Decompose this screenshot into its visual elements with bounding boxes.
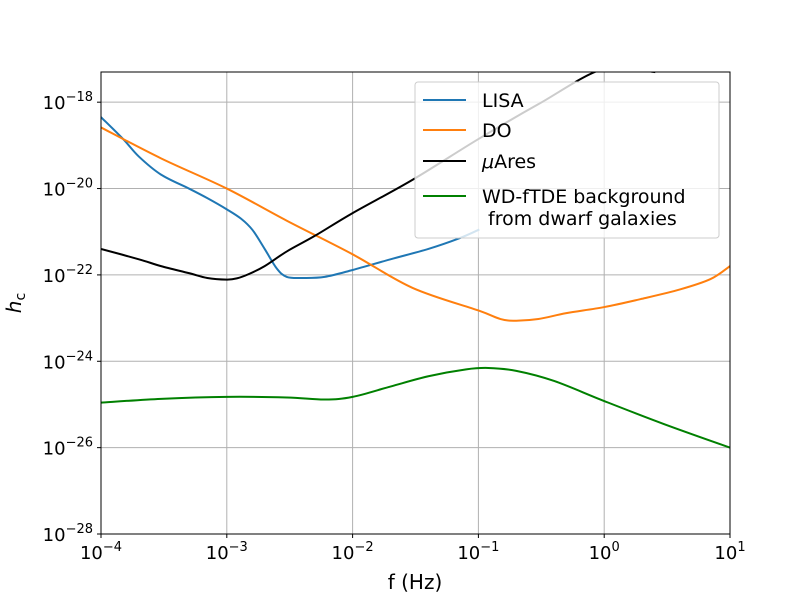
legend-box [414,81,720,239]
y-tick-label: 10−24 [43,349,93,373]
y-tick-label: 10−18 [43,90,93,114]
y-tick-label: 10−28 [43,522,93,546]
x-tick-label: 10−3 [206,540,248,564]
x-tick-label: 10−1 [457,540,499,564]
ticks: 10−4 10−3 10−2 10−1 100 101 10−28 10−26 10−24 10−… [43,90,746,564]
x-axis-label: f (Hz) [388,570,443,594]
y-axis-label: hc [2,293,29,313]
y-tick-label: 10−20 [43,177,93,201]
legend: LISA DO μAres WD-fTDE background from dwarf… [414,81,720,239]
y-tick-label: 10−26 [43,436,93,460]
legend-label-3-line2: from dwarf galaxies [482,208,677,230]
x-tick-label: 100 [589,540,620,564]
legend-label-2: μAres [481,151,536,173]
legend-label-3: WD-fTDE background [482,186,686,208]
x-tick-label: 10−2 [332,540,374,564]
x-tick-label: 101 [714,540,745,564]
legend-label-0: LISA [482,90,524,112]
series-line-1 [101,126,730,322]
series-line-0 [101,115,480,280]
x-tick-label: 10−4 [80,540,122,564]
legend-label-1: DO [482,120,512,142]
plot-frame [100,71,731,535]
series-line-3 [101,366,730,449]
y-tick-label: 10−22 [43,263,93,287]
